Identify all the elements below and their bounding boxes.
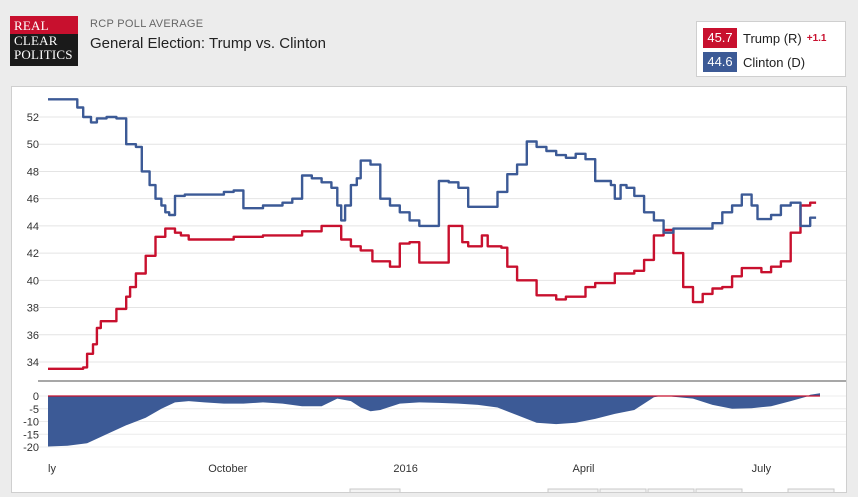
page-title: General Election: Trump vs. Clinton bbox=[90, 35, 326, 52]
legend: 45.7 Trump (R) +1.1 44.6 Clinton (D) bbox=[696, 21, 846, 77]
rcp-logo[interactable]: REAL CLEAR POLITICS bbox=[10, 16, 78, 66]
xtick-label-1: October bbox=[208, 463, 247, 475]
range-buttons bbox=[349, 488, 835, 497]
logo-line-real: REAL bbox=[10, 16, 78, 34]
main-grid bbox=[38, 116, 846, 363]
xtick-label-4: July bbox=[752, 463, 772, 475]
chart-panel: 34 36 38 40 42 44 46 48 50 52 0 -5 -10 -15 -20 ly Octo… bbox=[11, 86, 847, 497]
legend-item-trump[interactable]: 45.7 Trump (R) +1.1 bbox=[703, 27, 839, 49]
legend-name-trump: Trump (R) bbox=[743, 30, 802, 46]
main-ytick-label-0: 34 bbox=[27, 357, 39, 369]
main-ytick-label-8: 50 bbox=[27, 139, 39, 151]
spread-ytick-label-4: -20 bbox=[23, 442, 39, 454]
main-ytick-label-1: 36 bbox=[27, 330, 39, 342]
spread-ytick-label-1: -5 bbox=[29, 404, 39, 416]
spread-y-axis: 0-5-10-15-20 bbox=[23, 391, 39, 454]
range-button-4[interactable] bbox=[647, 488, 695, 497]
main-ytick-label-3: 40 bbox=[27, 275, 39, 287]
page-subtitle: RCP POLL AVERAGE bbox=[90, 18, 204, 30]
main-ytick-label-9: 52 bbox=[27, 112, 39, 124]
spread-area-fill bbox=[48, 393, 820, 447]
xtick-label-3: April bbox=[573, 463, 595, 475]
spread-ytick-label-0: 0 bbox=[33, 391, 39, 403]
series-line-clinton bbox=[48, 98, 817, 234]
xtick-label-2: 2016 bbox=[393, 463, 417, 475]
logo-line-clear: CLEAR bbox=[14, 33, 58, 48]
xtick-label-0: ly bbox=[48, 463, 56, 475]
main-ytick-label-2: 38 bbox=[27, 303, 39, 315]
main-lines bbox=[48, 98, 817, 370]
legend-value-clinton: 44.6 bbox=[703, 52, 737, 72]
main-y-axis: 34 36 38 40 42 44 46 48 50 52 bbox=[27, 112, 39, 369]
main-ytick-label-6: 46 bbox=[27, 194, 39, 206]
legend-name-clinton: Clinton (D) bbox=[743, 54, 806, 70]
range-button-5[interactable] bbox=[695, 488, 743, 497]
spread-ytick-label-3: -15 bbox=[23, 429, 39, 441]
x-axis: ly October 2016 April July bbox=[48, 463, 772, 475]
legend-change-trump: +1.1 bbox=[806, 32, 827, 44]
spread-area bbox=[48, 393, 820, 447]
main-ytick-label-5: 44 bbox=[27, 221, 39, 233]
range-button-2[interactable] bbox=[547, 488, 599, 497]
main-ytick-label-7: 48 bbox=[27, 166, 39, 178]
range-button-1[interactable] bbox=[349, 488, 401, 497]
main-ytick-label-4: 42 bbox=[27, 248, 39, 260]
spread-ytick-label-2: -10 bbox=[23, 417, 39, 429]
range-button-6[interactable] bbox=[787, 488, 835, 497]
poll-chart: 34 36 38 40 42 44 46 48 50 52 0-5-10-15-20 ly Octo… bbox=[23, 98, 846, 497]
legend-value-trump: 45.7 bbox=[703, 28, 737, 48]
series-line-trump bbox=[48, 201, 817, 370]
logo-line-politics: POLITICS bbox=[14, 47, 73, 62]
legend-item-clinton[interactable]: 44.6 Clinton (D) bbox=[703, 51, 839, 73]
range-button-3[interactable] bbox=[599, 488, 647, 497]
